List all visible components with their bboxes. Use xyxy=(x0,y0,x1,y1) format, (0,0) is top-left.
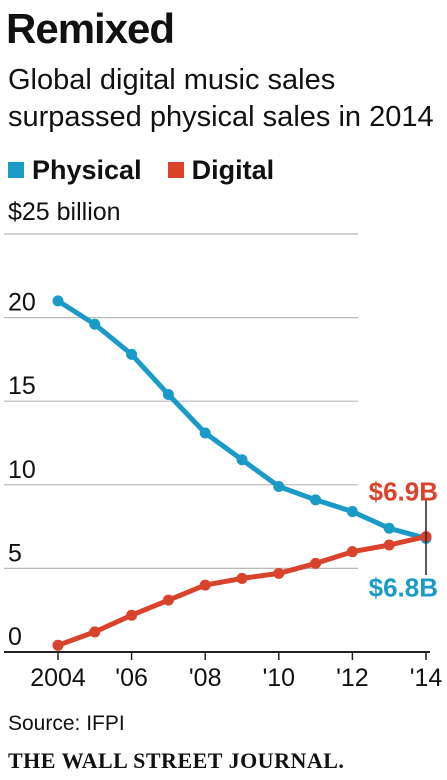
legend-swatch-digital xyxy=(167,162,184,178)
data-point-physical-2006 xyxy=(126,348,138,360)
chart-subtitle: Global digital music sales surpassed phy… xyxy=(8,64,434,133)
legend: Physical Digital xyxy=(8,154,300,186)
y-tick-label-5: 5 xyxy=(8,539,22,567)
y-tick-label-20: 20 xyxy=(8,289,36,317)
y-tick-label-10: 10 xyxy=(8,456,36,484)
x-tick-label-2012: '12 xyxy=(336,664,369,692)
legend-swatch-physical xyxy=(8,162,24,178)
source-note: Source: IFPI xyxy=(8,712,125,735)
data-point-physical-2007 xyxy=(162,389,174,401)
end-label-digital: $6.9B xyxy=(369,477,438,507)
y-axis-unit-label: $25 billion xyxy=(8,198,121,226)
data-point-digital-2007 xyxy=(162,594,174,606)
legend-label-digital: Digital xyxy=(191,154,275,185)
legend-item-digital: Digital xyxy=(167,154,275,186)
chart-title: Remixed xyxy=(6,5,175,52)
data-point-physical-2009 xyxy=(236,454,248,466)
data-point-physical-2010 xyxy=(273,480,285,492)
data-point-physical-2011 xyxy=(310,494,322,506)
data-point-digital-2010 xyxy=(273,567,285,579)
data-point-physical-2012 xyxy=(346,506,358,518)
x-tick-label-2004: 2004 xyxy=(30,664,86,692)
data-point-physical-2004 xyxy=(52,295,64,307)
data-point-physical-2013 xyxy=(383,522,395,534)
data-point-digital-2008 xyxy=(199,579,211,591)
x-tick-label-2008: '08 xyxy=(189,664,222,692)
x-tick-label-2010: '10 xyxy=(263,664,296,692)
data-point-digital-2004 xyxy=(52,639,64,651)
legend-label-physical: Physical xyxy=(32,154,142,185)
line-chart: 0 5 10 15 20 2004 '06 '08 '10 '12 '14 $6.9B $6.8B xyxy=(4,233,443,692)
data-point-digital-2012 xyxy=(346,546,358,558)
end-label-physical: $6.8B xyxy=(369,572,438,602)
data-point-digital-2009 xyxy=(236,572,248,584)
data-point-digital-2005 xyxy=(89,626,101,638)
x-tick-label-2014: '14 xyxy=(410,664,443,692)
y-tick-label-0: 0 xyxy=(8,623,22,651)
legend-item-physical: Physical xyxy=(8,155,142,186)
data-point-digital-2013 xyxy=(383,539,395,551)
x-tick-label-2006: '06 xyxy=(115,664,148,692)
y-tick-label-15: 15 xyxy=(8,372,36,400)
data-point-digital-2006 xyxy=(126,609,138,621)
data-point-digital-2011 xyxy=(310,557,322,569)
data-point-physical-2005 xyxy=(89,318,101,330)
data-point-physical-2008 xyxy=(199,427,211,439)
publisher-logo: THE WALL STREET JOURNAL. xyxy=(8,748,345,773)
